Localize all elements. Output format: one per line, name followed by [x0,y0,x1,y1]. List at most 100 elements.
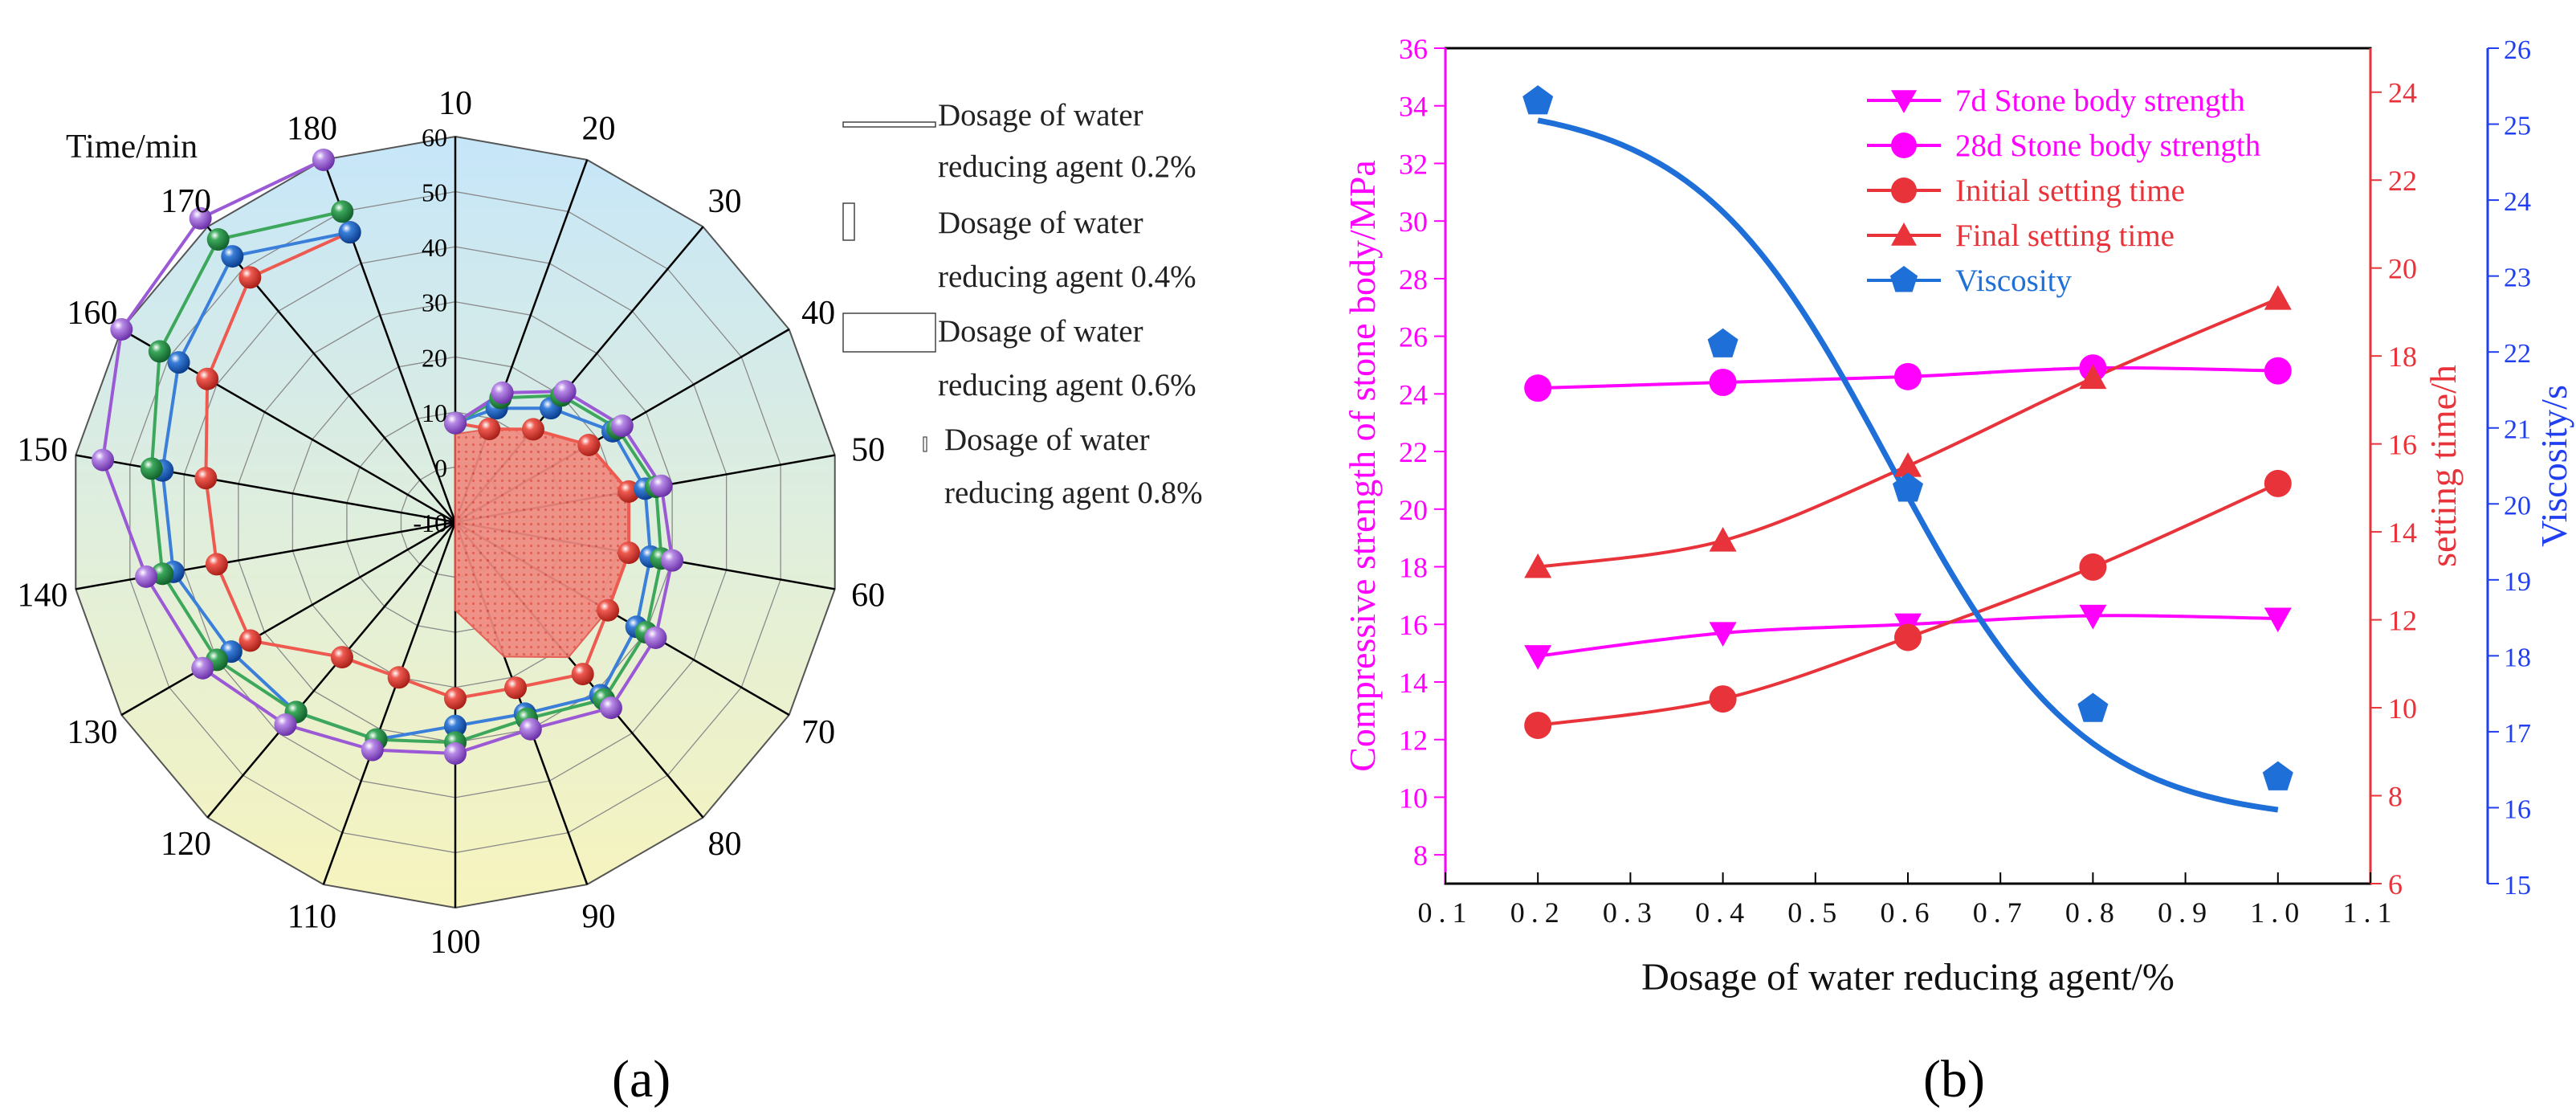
line-point [1892,472,1924,502]
legend-swatch [842,202,855,241]
legend-line1: Dosage of water [944,423,1150,457]
radar-series-layer [92,148,684,765]
radar-angle-label: 100 [430,924,481,961]
line-point [1891,133,1917,158]
radar-spoke [75,454,456,524]
line-point [1524,553,1552,578]
legend-item-0.6: Dosage of water reducing agent 0.6% [842,312,1196,402]
legend-line2: reducing agent 0.4% [938,259,1196,294]
right-y-axis-label-viscosity: Viscosity/s [2533,385,2574,547]
right1-y-tick-label: 8 [2388,781,2403,813]
right1-y-tick-label: 10 [2388,692,2417,725]
left-y-tick-label: 12 [1399,725,1428,757]
x-axis-label: Dosage of water reducing agent/% [1641,956,2175,999]
radar-point [491,381,514,404]
radar-point [504,676,528,700]
x-tick-label: 0.1 [1418,896,1473,929]
radar-point [135,565,158,588]
legend-entry: 28d Stone body strength [1955,129,2260,163]
radar-point [599,696,622,720]
panel-label-a: (a) [612,1050,670,1109]
legend-entry: Initial setting time [1955,174,2185,208]
radar-axis-title: Time/min [66,129,198,165]
radar-point [148,340,171,363]
radar-radial-tick: 20 [422,343,447,372]
right2-y-tick-label: 25 [2504,112,2531,141]
line-point [2079,364,2107,390]
radar-point [140,457,163,480]
x-tick-label: 0.4 [1695,896,1751,929]
radar-point [444,687,467,710]
radar-radial-tick: 0 [434,453,447,482]
line-point [2079,604,2107,630]
radar-point [189,206,212,230]
x-axis-ticks: 0.1 0.2 0.3 0.4 0.5 0.6 0.7 0.8 0.9 1.0 1.1 [1418,872,2392,929]
radar-angle-label: 180 [287,110,337,147]
radar-point [338,221,361,244]
radar-point [571,663,594,686]
radar-point [444,714,467,737]
left-y-tick-label: 22 [1399,436,1428,468]
radar-point [196,367,219,390]
radar-point [444,411,467,435]
right1-y-tick-label: 12 [2388,605,2417,637]
radar-point [553,380,577,403]
panel-label-b: (b) [1923,1050,1985,1109]
radar-radial-tick: 10 [422,398,447,427]
right-y-axis-viscosity-ticks: 15 16 17 18 19 20 21 22 23 24 25 26 [2488,35,2531,901]
radar-angle-label: 10 [438,85,472,122]
x-tick-label: 0.8 [2065,896,2121,929]
right1-y-tick-label: 22 [2388,165,2417,197]
line-point [1891,178,1917,203]
radar-point [194,467,218,490]
radar-angle-label: 30 [708,183,742,220]
radar-point [519,717,542,741]
radar-point [387,666,410,689]
line-point [1709,685,1737,713]
left-y-tick-label: 30 [1399,206,1428,238]
right2-y-tick-label: 15 [2504,871,2531,901]
radar-angle-label: 20 [582,110,616,147]
right1-y-tick-label: 6 [2388,868,2403,901]
radar-angle-labels: 1020304050607080901001101201301401501601… [17,85,885,961]
radar-radial-tick: -10 [413,508,447,537]
legend-line1: Dosage of water [938,206,1143,240]
radar-spoke [120,521,456,717]
left-y-tick-label: 26 [1399,321,1428,353]
radar-angle-label: 130 [67,714,117,751]
radar-angle-label: 90 [582,899,616,936]
left-y-tick-label: 28 [1399,263,1428,296]
radar-point [361,738,384,762]
line-point [1707,328,1738,357]
radar-point [312,148,335,171]
radar-point [238,266,262,289]
right2-y-tick-label: 20 [2504,491,2531,521]
line-series [1537,297,2279,569]
left-y-tick-label: 10 [1399,782,1428,814]
radar-point [644,627,667,649]
legend-swatch [923,436,927,452]
radar-point [221,245,244,268]
x-tick-label: 0.9 [2158,896,2213,929]
line-series [1537,482,2279,727]
radar-point [521,418,544,441]
right1-y-tick-label: 20 [2388,253,2417,285]
right2-y-tick-label: 19 [2504,567,2531,597]
radar-point [577,434,601,456]
right1-y-tick-label: 14 [2388,517,2417,549]
radar-angle-label: 50 [851,431,885,468]
x-tick-label: 0.7 [1973,896,2028,929]
right1-y-tick-label: 24 [2388,77,2417,109]
line-point [1889,266,1918,292]
radar-point [597,598,620,622]
radar-radial-tick: 40 [422,233,447,262]
left-y-tick-label: 20 [1399,494,1428,526]
right2-y-tick-label: 18 [2504,643,2531,672]
x-tick-label: 0.5 [1787,896,1843,929]
line-point [1894,452,1922,477]
radar-point [238,629,262,652]
radar-radial-tick: 60 [422,123,447,152]
radar-point [274,713,297,737]
x-tick-label: 1.0 [2250,896,2305,929]
